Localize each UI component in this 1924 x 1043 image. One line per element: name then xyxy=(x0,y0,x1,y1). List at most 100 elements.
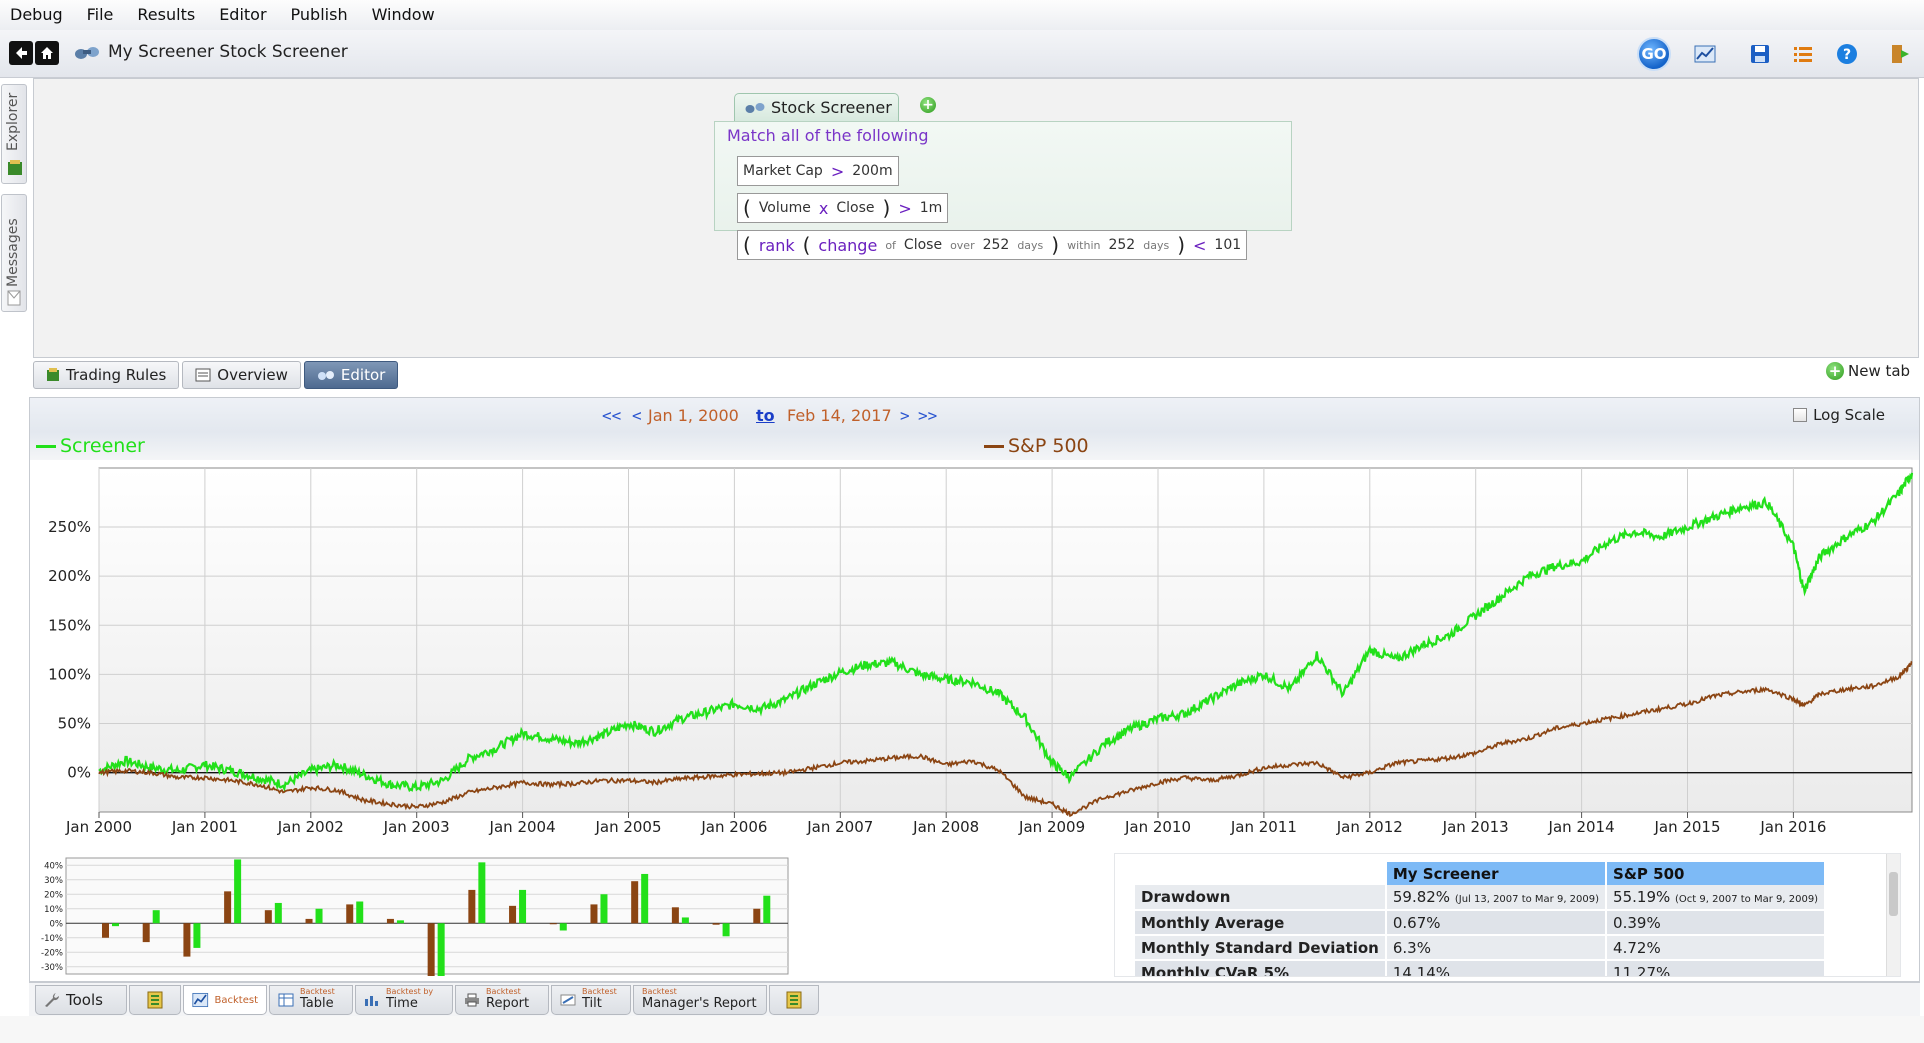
rule-field-close[interactable]: Close xyxy=(836,200,875,216)
stats-header-blank xyxy=(1135,862,1387,885)
menu-window[interactable]: Window xyxy=(371,5,435,24)
y-tick-label: 0% xyxy=(67,764,91,782)
annual-returns-bar-chart[interactable]: 40% 30% 20% 10% 0% -10% -20% -30% xyxy=(36,854,794,976)
list-icon[interactable] xyxy=(1790,42,1816,66)
help-icon[interactable]: ? xyxy=(1834,42,1860,66)
bar-y-tick-label: -10% xyxy=(41,934,63,944)
screener-annual-bar xyxy=(600,894,608,924)
date-range-bar: << < Jan 1, 2000 to Feb 14, 2017 > >> Lo… xyxy=(30,398,1919,432)
stat-value-sp500: 11.27% xyxy=(1606,960,1827,976)
go-button[interactable]: GO xyxy=(1637,37,1671,71)
managers-report-tab[interactable]: Backtest Manager's Report xyxy=(633,985,767,1015)
backtest-by-time-tab[interactable]: Backtest by Time xyxy=(355,985,453,1015)
menu-results[interactable]: Results xyxy=(137,5,196,24)
envelope-icon xyxy=(7,290,21,310)
tab-trading-rules[interactable]: Trading Rules xyxy=(33,361,180,389)
rule-operator[interactable]: < xyxy=(1193,235,1207,255)
report-book-tab[interactable] xyxy=(769,985,819,1015)
rule-operator-multiply[interactable]: x xyxy=(818,198,829,218)
tools-tab[interactable]: Tools xyxy=(35,985,127,1015)
x-tick-label: Jan 2011 xyxy=(1230,818,1297,836)
rule-field[interactable]: Market Cap xyxy=(743,163,823,179)
to-link[interactable]: to xyxy=(756,406,775,425)
scrollbar-thumb[interactable] xyxy=(1889,872,1898,916)
exit-icon[interactable] xyxy=(1887,42,1913,66)
rule-value[interactable]: 1m xyxy=(919,200,943,216)
add-screener-icon[interactable]: + xyxy=(920,97,936,113)
rule-value[interactable]: 200m xyxy=(852,163,893,179)
tab-caption: Backtest Report xyxy=(486,988,529,1011)
sp500-annual-bar xyxy=(590,904,598,924)
rule-operator[interactable]: > xyxy=(898,198,912,218)
rule-value[interactable]: 101 xyxy=(1214,237,1242,253)
explorer-side-tab[interactable]: Explorer xyxy=(1,84,27,184)
save-icon[interactable] xyxy=(1747,42,1773,66)
rank-function[interactable]: rank xyxy=(758,235,795,255)
over-period[interactable]: 252 xyxy=(982,237,1010,253)
menu-bar: Debug File Results Editor Publish Window xyxy=(0,0,1924,30)
bar-y-tick-label: 20% xyxy=(44,890,63,900)
x-tick-label: Jan 2009 xyxy=(1018,818,1085,836)
tab-caption-main: Time xyxy=(386,996,418,1012)
x-tick-label: Jan 2005 xyxy=(594,818,661,836)
new-tab-button[interactable]: + New tab xyxy=(1826,362,1910,380)
screener-annual-bar xyxy=(274,902,282,924)
rule-operator[interactable]: > xyxy=(830,161,845,181)
change-function[interactable]: change xyxy=(818,235,878,255)
backtest-tilt-tab[interactable]: Backtest Tilt xyxy=(551,985,631,1015)
menu-editor[interactable]: Editor xyxy=(219,5,267,24)
within-period[interactable]: 252 xyxy=(1108,237,1136,253)
bottom-tab-bar: Tools Backtest Backtest Table Backtest by… xyxy=(29,982,1920,1016)
back-icon[interactable] xyxy=(9,41,33,65)
stats-scrollbar[interactable] xyxy=(1886,854,1900,976)
last-period-link[interactable]: >> xyxy=(918,406,938,425)
tab-caption-main: Manager's Report xyxy=(642,996,757,1012)
rule-market-cap[interactable]: Market Cap > 200m xyxy=(737,156,899,186)
start-date[interactable]: Jan 1, 2000 xyxy=(648,406,739,425)
legend-label: S&P 500 xyxy=(1008,435,1089,457)
tab-editor[interactable]: Editor xyxy=(303,361,399,389)
messages-side-tab[interactable]: Messages xyxy=(1,194,27,312)
performance-line-chart[interactable]: Jan 2000 Jan 2001 Jan 2002 Jan 2003 Jan 2004… xyxy=(30,460,1919,852)
tab-caption-small: Backtest xyxy=(582,987,617,997)
table-row: Monthly Standard Deviation 6.3% 4.72% xyxy=(1135,935,1827,961)
menu-publish[interactable]: Publish xyxy=(290,5,348,24)
end-date[interactable]: Feb 14, 2017 xyxy=(787,406,892,425)
prev-period-link[interactable]: < xyxy=(632,406,642,425)
match-all-label[interactable]: Match all of the following xyxy=(727,126,929,145)
tab-caption-small: Backtest by xyxy=(386,987,434,997)
chart-icon[interactable] xyxy=(1692,42,1718,66)
stat-value-screener: 0.67% xyxy=(1385,910,1608,936)
menu-debug[interactable]: Debug xyxy=(10,5,63,24)
y-tick-label: 150% xyxy=(48,616,91,634)
legend-screener[interactable]: Screener xyxy=(36,435,145,457)
layout-tab[interactable] xyxy=(129,985,181,1015)
stat-label: Monthly CVaR 5% xyxy=(1135,960,1387,976)
sp500-annual-bar xyxy=(549,923,557,925)
rule-field-close[interactable]: Close xyxy=(903,237,943,253)
next-period-link[interactable]: > xyxy=(900,406,910,425)
rule-dollar-volume[interactable]: ( Volume x Close ) > 1m xyxy=(737,193,949,223)
bar-y-tick-label: 10% xyxy=(44,905,63,915)
table-row: Monthly CVaR 5% 14.14% 11.27% xyxy=(1135,960,1827,976)
x-tick-label: Jan 2002 xyxy=(277,818,344,836)
table-row: Monthly Average 0.67% 0.39% xyxy=(1135,910,1827,936)
log-scale-checkbox[interactable] xyxy=(1793,408,1808,422)
legend-sp500[interactable]: S&P 500 xyxy=(984,435,1089,457)
backtest-table-tab[interactable]: Backtest Table xyxy=(269,985,353,1015)
of-keyword: of xyxy=(885,238,896,252)
sp500-series-line xyxy=(98,660,1913,818)
backtest-tab[interactable]: Backtest xyxy=(183,985,267,1015)
backtest-report-tab[interactable]: Backtest Report xyxy=(455,985,549,1015)
screener-annual-bar xyxy=(396,920,404,924)
stock-screener-tab[interactable]: Stock Screener xyxy=(734,93,899,121)
rule-rank-change[interactable]: ( rank ( change of Close over 252 days )… xyxy=(737,230,1248,260)
rule-field-volume[interactable]: Volume xyxy=(758,200,811,216)
menu-file[interactable]: File xyxy=(86,5,114,24)
tab-overview[interactable]: Overview xyxy=(182,361,301,389)
y-tick-label: 100% xyxy=(48,665,91,683)
log-scale-toggle[interactable]: Log Scale xyxy=(1793,406,1885,424)
first-period-link[interactable]: << xyxy=(602,406,622,425)
home-icon[interactable] xyxy=(35,41,59,65)
bar-y-tick-label: -30% xyxy=(41,963,63,973)
